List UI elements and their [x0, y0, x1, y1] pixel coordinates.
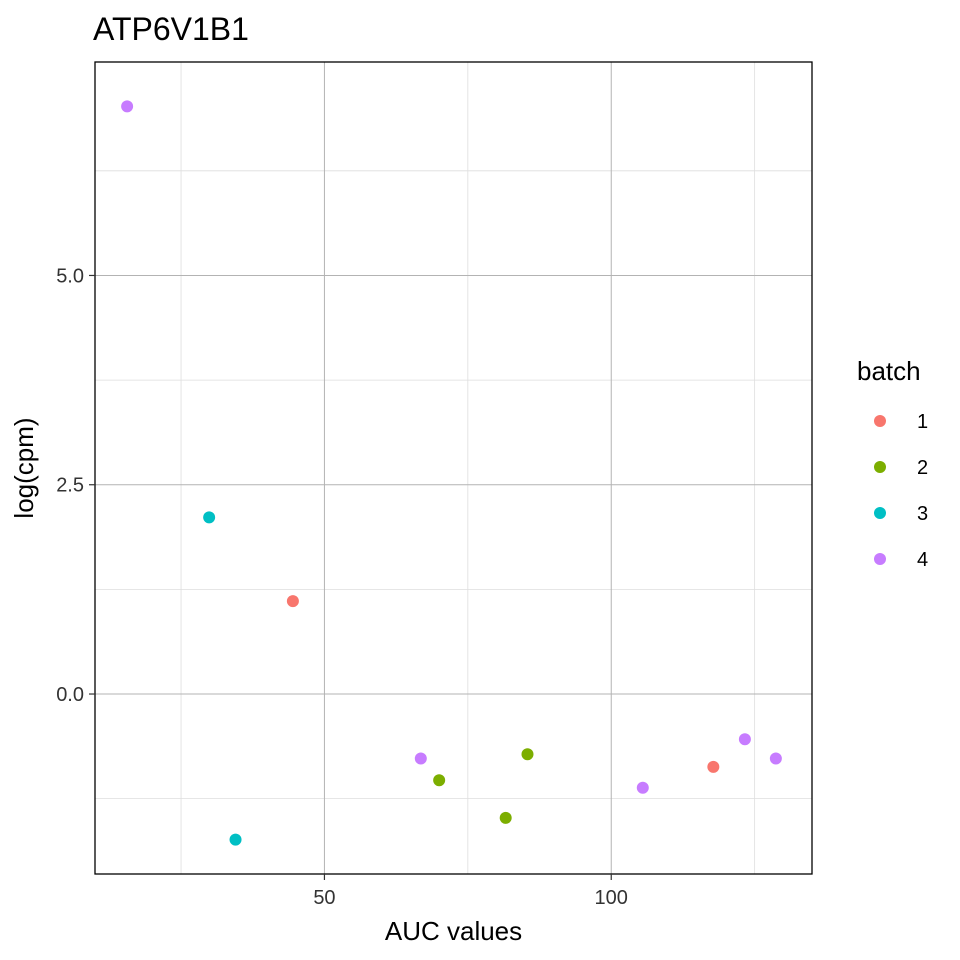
plot-area — [94, 61, 813, 875]
legend-label-4: 4 — [917, 549, 928, 571]
data-point-batch-2 — [521, 748, 534, 761]
y-tick-label: 5.0 — [56, 265, 84, 287]
y-tick-label: 2.5 — [56, 475, 84, 497]
legend-title: batch — [857, 356, 921, 386]
grid — [95, 62, 812, 874]
points — [121, 100, 782, 846]
data-point-batch-3 — [203, 511, 216, 524]
legend-key-4 — [874, 553, 886, 565]
y-axis-title: log(cpm) — [9, 417, 39, 518]
x-tick-label: 100 — [595, 887, 628, 909]
data-point-batch-4 — [738, 733, 751, 746]
data-point-batch-2 — [499, 811, 512, 824]
data-point-batch-4 — [414, 752, 427, 765]
legend-items: 1 2 3 4 — [874, 411, 928, 571]
legend-key-3 — [874, 507, 886, 519]
data-point-batch-1 — [286, 595, 299, 608]
data-point-batch-1 — [707, 760, 720, 773]
x-tick-label: 50 — [313, 887, 335, 909]
data-point-batch-4 — [121, 100, 134, 113]
data-point-batch-4 — [636, 781, 649, 794]
data-point-batch-4 — [769, 752, 782, 765]
legend-label-3: 3 — [917, 503, 928, 525]
legend: batch 1 2 3 4 — [857, 356, 928, 571]
legend-label-1: 1 — [917, 411, 928, 433]
data-point-batch-3 — [229, 833, 242, 846]
legend-key-1 — [874, 415, 886, 427]
y-axis: 0.0 2.5 5.0 — [56, 265, 95, 706]
legend-label-2: 2 — [917, 457, 928, 479]
data-point-batch-2 — [433, 774, 446, 787]
plot-border — [94, 61, 813, 875]
y-tick-label: 0.0 — [56, 684, 84, 706]
x-axis-title: AUC values — [385, 916, 522, 946]
chart-title: ATP6V1B1 — [93, 11, 249, 47]
x-axis: 50 100 — [313, 874, 628, 909]
legend-key-2 — [874, 461, 886, 473]
plot-background — [95, 62, 812, 874]
